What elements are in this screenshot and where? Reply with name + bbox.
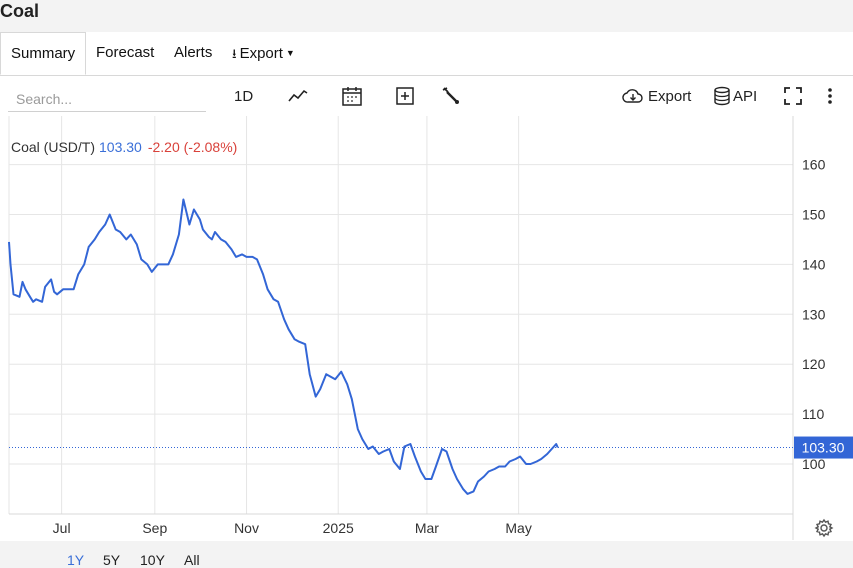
x-tick-label: Sep <box>142 520 167 536</box>
more-vertical-icon[interactable] <box>818 84 842 108</box>
x-tick-label: Mar <box>415 520 439 536</box>
line-chart-icon[interactable] <box>286 84 310 108</box>
y-tick-label: 100 <box>802 456 826 472</box>
wrench-icon[interactable] <box>439 84 463 108</box>
tab-alerts[interactable]: Alerts <box>174 44 213 61</box>
x-tick-label: 2025 <box>323 520 354 536</box>
tab-summary[interactable]: Summary <box>0 32 86 75</box>
legend-last-value: 103.30 <box>99 139 142 155</box>
fullscreen-icon[interactable] <box>781 84 805 108</box>
x-tick-label: Nov <box>234 520 259 536</box>
last-value-tag-label: 103.30 <box>802 440 845 456</box>
range-selector: 1Y 5Y 10Y All <box>0 541 853 568</box>
tab-bar: Summary Forecast Alerts ⭳ Export ▼ <box>0 32 853 76</box>
range-1y-button[interactable]: 1Y <box>67 552 85 568</box>
api-button[interactable]: API <box>733 88 758 105</box>
y-tick-label: 140 <box>802 256 826 272</box>
search-input[interactable] <box>8 86 206 112</box>
chart-canvas[interactable]: 100 110 120 130 140 150 160 Jul Sep Nov 2025 Mar May… <box>0 116 853 541</box>
x-tick-label: Jul <box>53 520 71 536</box>
calendar-icon[interactable] <box>340 84 364 108</box>
gear-icon[interactable] <box>814 518 834 538</box>
legend-series-name: Coal (USD/T) <box>11 139 96 155</box>
y-tick-label: 160 <box>802 157 826 173</box>
plus-square-icon[interactable] <box>393 84 417 108</box>
y-tick-label: 130 <box>802 306 826 322</box>
y-tick-label: 120 <box>802 356 826 372</box>
tab-forecast[interactable]: Forecast <box>96 44 155 61</box>
chart-toolbar: 1D Export API <box>0 76 853 116</box>
chart-legend: Coal (USD/T) 103.30 -2.20 (-2.08%) <box>11 139 237 155</box>
interval-button[interactable]: 1D <box>234 88 254 105</box>
range-10y-button[interactable]: 10Y <box>140 552 165 568</box>
legend-change: -2.20 (-2.08%) <box>147 139 238 155</box>
caret-down-icon: ▼ <box>285 48 295 58</box>
page-title: Coal <box>0 1 40 21</box>
range-all-button[interactable]: All <box>184 552 200 568</box>
price-series-line <box>8 198 559 495</box>
tab-export-label: Export <box>239 45 283 62</box>
price-chart[interactable]: 100 110 120 130 140 150 160 Jul Sep Nov 2025 Mar May… <box>0 116 853 541</box>
export-button[interactable]: Export <box>648 88 692 105</box>
range-5y-button[interactable]: 5Y <box>103 552 121 568</box>
cloud-download-icon[interactable] <box>621 84 645 108</box>
database-icon[interactable] <box>710 84 734 108</box>
x-tick-label: May <box>505 520 531 536</box>
title-bar: Coal <box>0 0 853 32</box>
last-value-tag <box>794 436 853 459</box>
download-icon: ⭳ <box>232 46 237 61</box>
tab-export[interactable]: ⭳ Export ▼ <box>232 32 295 75</box>
y-tick-label: 110 <box>802 406 825 422</box>
y-tick-label: 150 <box>802 207 826 223</box>
